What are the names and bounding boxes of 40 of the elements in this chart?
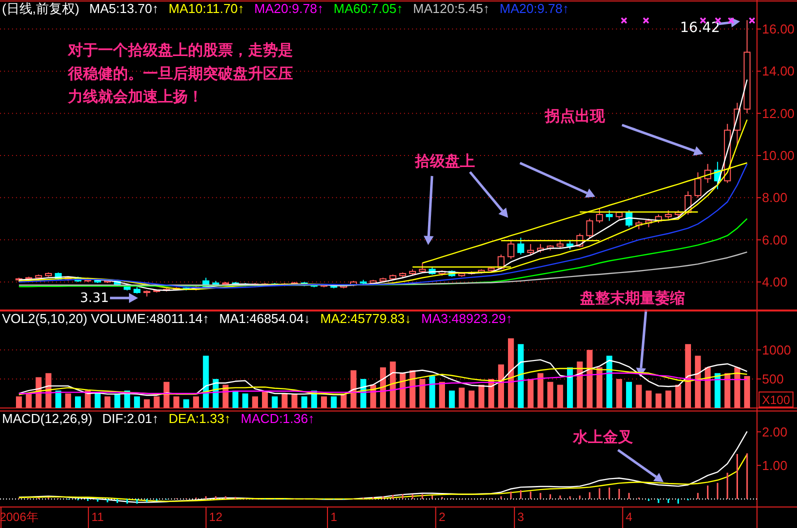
y-tick-label: 10.00 — [762, 148, 795, 164]
text: DEA:1.33↑ — [168, 411, 231, 426]
y-tick-label: 16.00 — [762, 22, 795, 37]
annotation: 拾级盘上 — [414, 152, 475, 170]
y-tick-label: 8.00 — [762, 190, 788, 206]
y-tick-label: 6.00 — [762, 232, 788, 248]
text: MA1:46854.04↓ — [219, 311, 310, 326]
text: MA120:5.45↑ — [413, 1, 490, 16]
annotation: 拐点出现 — [544, 107, 606, 125]
chart-title: MACD(12,26,9) — [2, 411, 92, 426]
x-tick-label: 12 — [209, 510, 223, 524]
annotation: 对于一个拾级盘上的股票，走势是很稳健的。一旦后期突破盘升区压力线就会加速上扬！ — [67, 41, 293, 106]
text: MA10:11.70↑ — [168, 1, 244, 16]
annotation: 盘整末期量萎缩 — [579, 289, 685, 307]
x-tick-label: 1 — [330, 510, 338, 524]
legend-title: (日线,前复权) — [2, 1, 80, 16]
text: MA2:45779.83↓ — [320, 311, 412, 326]
text: MA5:13.70↑ — [89, 1, 159, 16]
annotation: 16.42 — [680, 20, 720, 36]
annotation: 3.31 — [80, 291, 109, 306]
x-tick-label: 4 — [626, 510, 633, 524]
chart-title: VOL2(5,10,20) VOLUME:48011.14↑ — [2, 311, 210, 326]
y-tick-label: 500 — [762, 372, 784, 387]
annotation: MACD:1.36↑ — [240, 411, 315, 426]
y-tick-label: 14.00 — [762, 64, 795, 79]
y-tick-label: 4.00 — [762, 274, 788, 290]
y-tick-label: 12.00 — [762, 106, 795, 121]
x-tick-label: 11 — [91, 510, 104, 524]
text: DIF:2.01↑ — [102, 411, 159, 426]
x-tick-label: 2 — [438, 510, 446, 524]
y-tick-label: 1000 — [762, 342, 791, 358]
y-axis-title: X100 — [762, 393, 790, 407]
text: MA3:48923.29↑ — [421, 311, 512, 326]
text: MA20:9.78↑ — [500, 1, 570, 16]
annotation: MA20:9.78↑ — [254, 1, 324, 16]
text: MA60:7.05↑ — [334, 1, 404, 16]
y-tick-label: 1.00 — [762, 458, 788, 473]
annotation: 水上金叉 — [572, 428, 633, 446]
x-tick-label: 3 — [517, 510, 524, 524]
y-tick-label: 2.00 — [762, 424, 788, 440]
